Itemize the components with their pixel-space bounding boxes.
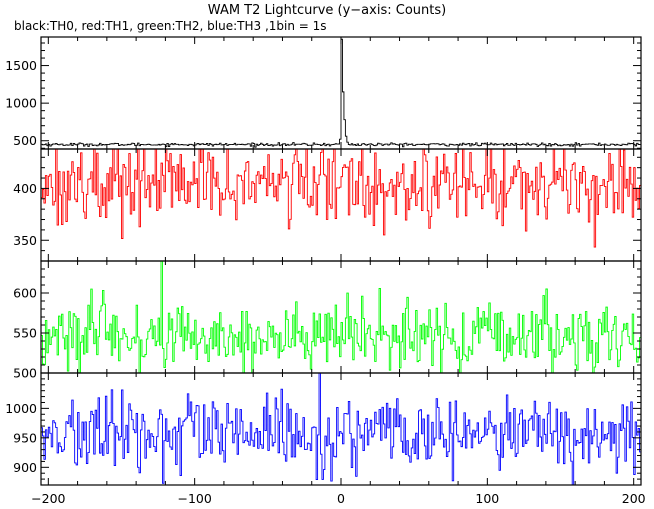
- y-tick-label: 350: [13, 233, 37, 248]
- y-tick-label: 1500: [5, 58, 37, 73]
- chart-title: WAM T2 Lightcurve (y−axis: Counts): [208, 3, 446, 18]
- panel-th1: 350 400: [13, 148, 642, 262]
- y-tick-label: 500: [13, 366, 37, 381]
- panel-th0: 500 1000 1500: [5, 36, 642, 150]
- y-tick-label: 600: [13, 286, 37, 301]
- panel-frame: [40, 148, 642, 262]
- x-tick-label: 0: [337, 491, 345, 505]
- series-th1-line: [41, 149, 641, 248]
- chart-subtitle: black:TH0, red:TH1, green:TH2, blue:TH3 …: [14, 19, 327, 33]
- y-tick-label: 400: [13, 181, 37, 196]
- y-tick-label: 550: [13, 326, 37, 341]
- series-th3-line: [41, 373, 641, 485]
- x-tick-label: −200: [31, 491, 65, 505]
- y-tick-label: 900: [13, 460, 37, 475]
- x-tick-label: −100: [177, 491, 211, 505]
- y-tick-label: 950: [13, 430, 37, 445]
- series-th0-line: [41, 38, 641, 148]
- panel-frame: [40, 372, 642, 486]
- x-tick-label: 100: [475, 491, 499, 505]
- panel-th3: 900 950 1000: [5, 372, 642, 486]
- panels-layer: 500100015003504005005506009009501000−200…: [5, 36, 646, 506]
- y-tick-label: 1000: [5, 401, 37, 416]
- x-tick-label: 200: [622, 491, 646, 505]
- y-tick-label: 500: [13, 133, 37, 148]
- y-tick-label: 1000: [5, 96, 37, 111]
- series-th2-line: [41, 261, 641, 373]
